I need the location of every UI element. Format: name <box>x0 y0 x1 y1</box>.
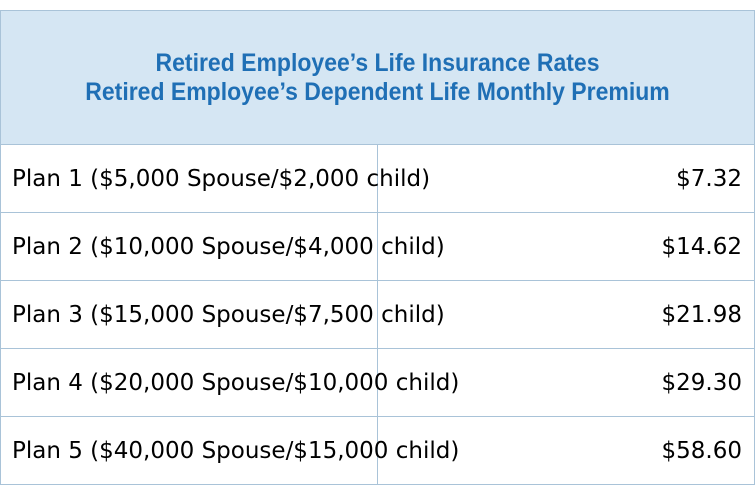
plan-cell: Plan 3 ($15,000 Spouse/$7,500 child) <box>0 280 445 349</box>
rates-table: Retired Employee’s Life Insurance Rates … <box>0 10 755 485</box>
table-row: Plan 3 ($15,000 Spouse/$7,500 child) $21… <box>0 280 755 349</box>
table-row: Plan 4 ($20,000 Spouse/$10,000 child) $2… <box>0 348 755 417</box>
premium-cell: $7.32 <box>377 144 755 213</box>
table-row: Plan 1 ($5,000 Spouse/$2,000 child) $7.3… <box>0 144 755 213</box>
plan-cell: Plan 1 ($5,000 Spouse/$2,000 child) <box>0 144 430 213</box>
table-subtitle: Retired Employee’s Dependent Life Monthl… <box>85 77 670 106</box>
table-title: Retired Employee’s Life Insurance Rates <box>155 48 600 77</box>
header-row: Retired Employee’s Life Insurance Rates … <box>0 10 755 145</box>
table-row: Plan 5 ($40,000 Spouse/$15,000 child) $5… <box>0 416 755 485</box>
plan-cell: Plan 4 ($20,000 Spouse/$10,000 child) <box>0 348 459 417</box>
plan-cell: Plan 2 ($10,000 Spouse/$4,000 child) <box>0 212 445 281</box>
premium-cell: $14.62 <box>377 212 755 281</box>
table-row: Plan 2 ($10,000 Spouse/$4,000 child) $14… <box>0 212 755 281</box>
premium-cell: $58.60 <box>377 416 755 485</box>
plan-cell: Plan 5 ($40,000 Spouse/$15,000 child) <box>0 416 459 485</box>
premium-cell: $21.98 <box>377 280 755 349</box>
table-header: Retired Employee’s Life Insurance Rates … <box>0 10 755 145</box>
